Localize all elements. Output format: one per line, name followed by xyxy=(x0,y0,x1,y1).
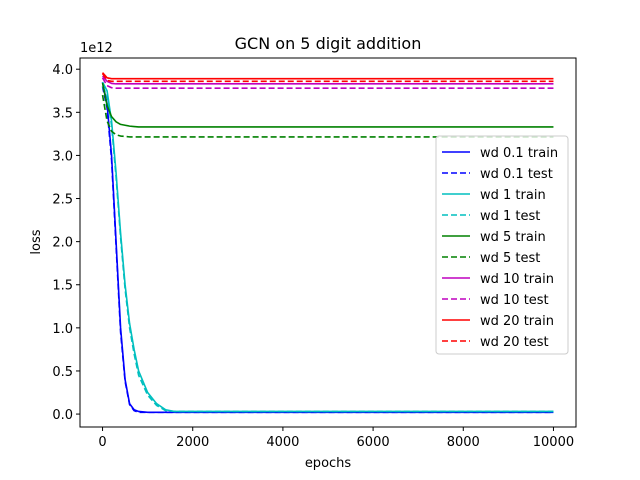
series-line-6 xyxy=(101,75,554,85)
axes-frame xyxy=(79,57,577,428)
series-line-4 xyxy=(101,82,554,128)
y-tick-label: 0.0 xyxy=(52,408,73,423)
legend: wd 0.1 train wd 0.1 test wd 1 train wd 1 te… xyxy=(435,135,569,355)
legend-label: wd 10 test xyxy=(480,293,549,308)
y-axis: 0.0 0.5 1.0 1.5 2.0 2.5 3.0 3.5 4.0 xyxy=(52,63,80,423)
series-line-5 xyxy=(101,94,554,138)
legend-label: wd 1 test xyxy=(480,209,540,224)
legend-label: wd 0.1 train xyxy=(480,146,558,161)
x-axis-label: epochs xyxy=(305,456,352,471)
y-tick-label: 0.5 xyxy=(52,365,73,380)
x-tick-label: 4000 xyxy=(266,435,299,450)
series-line-7 xyxy=(101,77,554,89)
series-line-8 xyxy=(101,72,554,80)
y-tick-label: 1.5 xyxy=(52,279,73,294)
legend-label: wd 5 test xyxy=(480,251,540,266)
legend-label: wd 5 train xyxy=(480,230,546,245)
x-tick-label: 0 xyxy=(98,435,106,450)
x-tick-label: 6000 xyxy=(357,435,390,450)
series-lines xyxy=(101,72,554,414)
legend-label: wd 1 train xyxy=(480,188,546,203)
legend-label: wd 20 train xyxy=(480,314,554,329)
legend-label: wd 10 train xyxy=(480,272,554,287)
y-tick-label: 3.0 xyxy=(52,149,73,164)
y-tick-label: 2.0 xyxy=(52,236,73,251)
y-offset-label: 1e12 xyxy=(80,41,113,56)
x-tick-label: 8000 xyxy=(447,435,480,450)
x-tick-label: 10000 xyxy=(533,435,574,450)
x-tick-label: 2000 xyxy=(176,435,209,450)
y-tick-label: 2.5 xyxy=(52,193,73,208)
legend-label: wd 20 test xyxy=(480,335,549,350)
series-line-3 xyxy=(101,86,554,413)
y-tick-label: 3.5 xyxy=(52,106,73,121)
chart-title: GCN on 5 digit addition xyxy=(235,34,422,53)
series-line-9 xyxy=(101,73,554,83)
y-axis-label: loss xyxy=(29,229,44,254)
x-axis: 0 2000 4000 6000 8000 10000 xyxy=(98,427,574,450)
legend-label: wd 0.1 test xyxy=(480,167,553,182)
y-tick-label: 4.0 xyxy=(52,63,73,78)
y-tick-label: 1.0 xyxy=(52,322,73,337)
